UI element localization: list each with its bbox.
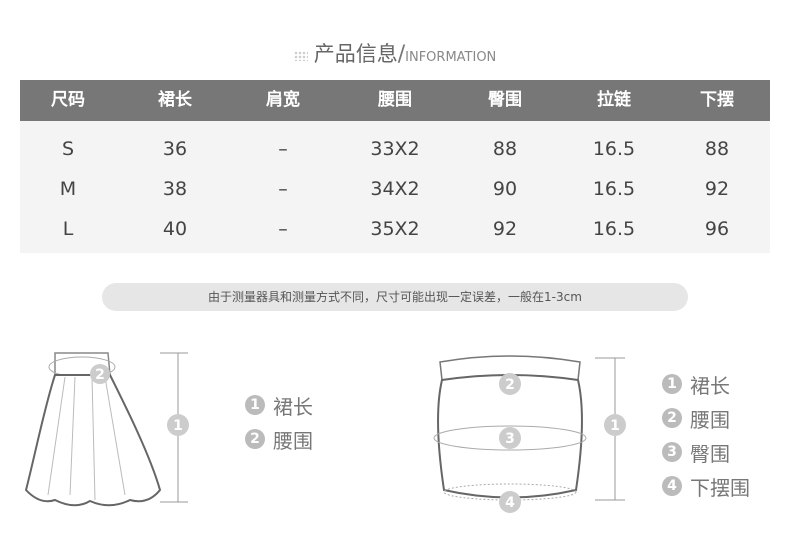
section-title: 产品信息/INFORMATION — [0, 38, 790, 68]
column-header: 臀围 — [488, 90, 522, 110]
legend-item: 4 下摆围 — [662, 469, 750, 503]
size-table: 尺码 裙长 肩宽 腰围 臀围 拉链 下摆 S 36 – 33X2 88 16.5 88 M 38 – 34X2 9… — [20, 80, 770, 253]
table-header: 尺码 裙长 肩宽 腰围 臀围 拉链 下摆 — [20, 80, 770, 121]
svg-text:1: 1 — [173, 418, 183, 434]
table-cell: 92 — [704, 178, 730, 200]
table-cell: 96 — [704, 218, 730, 240]
legend-item: 1 裙长 — [245, 388, 313, 422]
column-header: 腰围 — [378, 90, 412, 110]
table-cell: 88 — [704, 138, 730, 160]
table-cell: S — [61, 138, 75, 160]
svg-text:2: 2 — [95, 367, 105, 383]
table-cell: – — [278, 178, 288, 200]
svg-text:2: 2 — [505, 377, 515, 393]
table-cell: 16.5 — [592, 178, 636, 200]
column-header: 肩宽 — [266, 90, 300, 110]
table-cell: 40 — [162, 218, 188, 240]
number-badge-icon: 1 — [245, 395, 265, 415]
number-badge-icon: 4 — [662, 476, 682, 496]
legend-label: 臀围 — [690, 441, 730, 466]
table-cell: 90 — [492, 178, 518, 200]
svg-text:1: 1 — [610, 418, 620, 434]
legend-label: 裙长 — [273, 394, 313, 419]
svg-text:3: 3 — [505, 431, 515, 447]
measurement-note: 由于测量器具和测量方式不同，尺寸可能出现一定误差，一般在1-3cm — [102, 283, 688, 311]
column-header: 拉链 — [597, 90, 631, 110]
skirt-diagram-2: 2 3 4 1 — [433, 355, 626, 513]
table-cell: 33X2 — [370, 138, 420, 160]
table-cell: – — [278, 218, 288, 240]
table-body: S 36 – 33X2 88 16.5 88 M 38 – 34X2 90 16.5 92 L 40 – 35X2… — [20, 121, 770, 253]
legend-item: 3 臀围 — [662, 435, 750, 469]
table-cell: 38 — [162, 178, 188, 200]
legend-item: 1 裙长 — [662, 367, 750, 401]
column-header: 尺码 — [51, 90, 85, 110]
column-header: 下摆 — [700, 90, 734, 110]
dots-icon — [293, 51, 308, 61]
legend-label: 腰围 — [273, 428, 313, 453]
column-header: 裙长 — [158, 90, 192, 110]
table-cell: 36 — [162, 138, 188, 160]
table-cell: 88 — [492, 138, 518, 160]
table-row: S 36 – 33X2 88 16.5 88 — [20, 129, 770, 169]
number-badge-icon: 1 — [662, 374, 682, 394]
table-cell: – — [278, 138, 288, 160]
table-cell: 34X2 — [370, 178, 420, 200]
table-cell: 16.5 — [592, 138, 636, 160]
table-row: M 38 – 34X2 90 16.5 92 — [20, 169, 770, 209]
legend-2: 1 裙长 2 腰围 3 臀围 4 下摆围 — [662, 367, 750, 503]
number-badge-icon: 3 — [662, 442, 682, 462]
table-cell: 35X2 — [370, 218, 420, 240]
svg-text:4: 4 — [505, 495, 515, 511]
table-row: L 40 – 35X2 92 16.5 96 — [20, 209, 770, 249]
legend-label: 裙长 — [690, 373, 730, 398]
table-cell: 92 — [492, 218, 518, 240]
number-badge-icon: 2 — [245, 429, 265, 449]
table-cell: L — [62, 218, 74, 240]
legend-item: 2 腰围 — [245, 422, 313, 456]
legend-1: 1 裙长 2 腰围 — [245, 388, 313, 456]
legend-label: 腰围 — [690, 407, 730, 432]
legend-label: 下摆围 — [690, 475, 750, 500]
table-cell: 16.5 — [592, 218, 636, 240]
skirt-diagram-1: 2 1 — [24, 352, 189, 507]
table-cell: M — [59, 178, 77, 200]
legend-item: 2 腰围 — [662, 401, 750, 435]
number-badge-icon: 2 — [662, 408, 682, 428]
